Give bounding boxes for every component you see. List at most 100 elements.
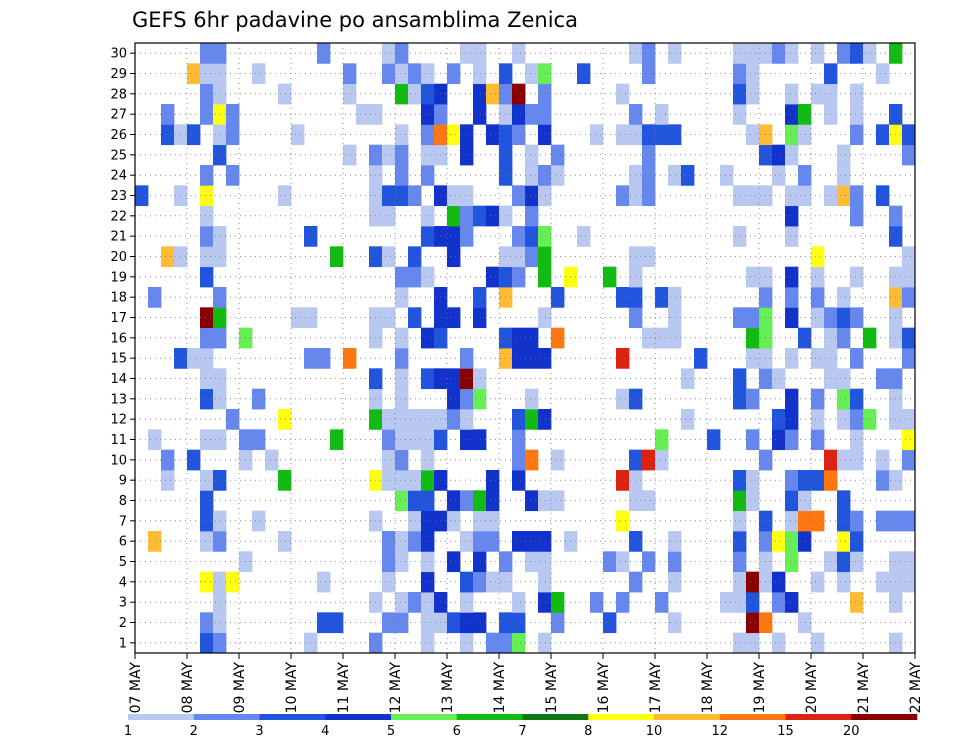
heatmap-cell xyxy=(668,165,682,186)
heatmap-cell xyxy=(746,43,760,64)
x-tick-label: 17 MAY xyxy=(648,662,664,714)
y-tick-label: 21 xyxy=(110,230,127,245)
heatmap-cell xyxy=(551,165,565,186)
heatmap-cell xyxy=(837,144,851,166)
heatmap-cell xyxy=(577,63,591,85)
heatmap-cell xyxy=(772,43,786,64)
heatmap-cell xyxy=(395,490,409,512)
heatmap-cell xyxy=(200,104,214,125)
heatmap-cell xyxy=(642,327,656,349)
heatmap-cell xyxy=(200,63,214,85)
heatmap-cell xyxy=(200,327,214,349)
heatmap-cell xyxy=(525,490,539,512)
heatmap-cell xyxy=(408,409,422,430)
heatmap-cell xyxy=(200,307,214,329)
heatmap-cell xyxy=(785,592,799,613)
heatmap-cell xyxy=(473,490,487,512)
heatmap-cell xyxy=(148,429,162,451)
heatmap-cell xyxy=(213,571,227,593)
heatmap-cell xyxy=(161,449,175,471)
x-tick-label: 15 MAY xyxy=(544,662,560,714)
heatmap-cell xyxy=(655,429,669,451)
heatmap-cell xyxy=(317,612,331,634)
heatmap-cell xyxy=(213,632,227,654)
heatmap-cell xyxy=(395,63,409,85)
heatmap-cell xyxy=(512,124,526,146)
heatmap-cell xyxy=(460,144,474,166)
grid-lines xyxy=(135,43,915,653)
y-tick-label: 24 xyxy=(110,169,127,184)
heatmap-cell xyxy=(616,551,630,573)
color-scale-swatch xyxy=(259,714,326,720)
heatmap-cell xyxy=(382,144,396,166)
heatmap-cell xyxy=(486,632,500,654)
heatmap-cell xyxy=(785,104,799,125)
heatmap-cell xyxy=(278,185,292,207)
y-tick-label: 11 xyxy=(110,433,127,448)
heatmap-cell xyxy=(538,490,552,512)
heatmap-cell xyxy=(382,551,396,573)
heatmap-cell xyxy=(733,510,747,532)
heatmap-cell xyxy=(642,246,656,268)
heatmap-cell xyxy=(213,83,227,105)
heatmap-cell xyxy=(343,83,357,105)
heatmap-cell xyxy=(226,124,240,146)
heatmap-cell xyxy=(538,185,552,207)
heatmap-cell xyxy=(395,592,409,613)
heatmap-cell xyxy=(538,571,552,593)
heatmap-cell xyxy=(421,266,435,288)
heatmap-cell xyxy=(486,83,500,105)
x-tick-label: 19 MAY xyxy=(752,662,768,714)
heatmap-cell xyxy=(473,205,487,227)
heatmap-cell xyxy=(252,63,266,85)
x-tick-label: 22 MAY xyxy=(908,662,924,714)
heatmap-cell xyxy=(161,246,175,268)
heatmap-cell xyxy=(551,592,565,613)
heatmap-cell xyxy=(447,205,461,227)
heatmap-cell xyxy=(213,124,227,146)
color-scale-swatch xyxy=(193,714,260,720)
heatmap-cell xyxy=(200,165,214,186)
heatmap-cell xyxy=(746,429,760,451)
heatmap-cell xyxy=(746,632,760,654)
heatmap-cell xyxy=(460,368,474,390)
y-tick-label: 9 xyxy=(119,474,127,489)
heatmap-cell xyxy=(200,185,214,207)
heatmap-cell xyxy=(213,388,227,410)
heatmap-cell xyxy=(473,531,487,552)
heatmap-cell xyxy=(408,63,422,85)
heatmap-cell xyxy=(785,185,799,207)
heatmap-cell xyxy=(447,185,461,207)
heatmap-cell xyxy=(876,63,890,85)
heatmap-cell xyxy=(187,449,201,471)
heatmap-cell xyxy=(837,368,851,390)
heatmap-cell xyxy=(460,43,474,64)
y-tick-label: 29 xyxy=(110,67,127,82)
heatmap-cell xyxy=(512,429,526,451)
heatmap-cell xyxy=(811,266,825,288)
heatmap-cell xyxy=(473,368,487,390)
y-tick-label: 30 xyxy=(110,47,127,62)
heatmap-cell xyxy=(135,185,149,207)
heatmap-cell xyxy=(837,327,851,349)
heatmap-cell xyxy=(876,470,890,491)
heatmap-cell xyxy=(876,368,890,390)
y-tick-label: 16 xyxy=(110,331,127,346)
heatmap-cell xyxy=(837,165,851,186)
heatmap-cell xyxy=(421,429,435,451)
heatmap-cell xyxy=(408,266,422,288)
color-scale-label: 1 xyxy=(124,724,132,739)
y-tick-label: 7 xyxy=(119,514,127,529)
heatmap-cell xyxy=(486,571,500,593)
heatmap-cell xyxy=(187,63,201,85)
heatmap-cell xyxy=(811,632,825,654)
heatmap-cell xyxy=(668,531,682,552)
heatmap-cell xyxy=(317,43,331,64)
heatmap-cell xyxy=(551,449,565,471)
heatmap-cell xyxy=(382,470,396,491)
heatmap-cell xyxy=(421,144,435,166)
heatmap-cell xyxy=(512,470,526,491)
heatmap-cell xyxy=(798,104,812,125)
heatmap-cell xyxy=(421,104,435,125)
heatmap-cell xyxy=(395,144,409,166)
